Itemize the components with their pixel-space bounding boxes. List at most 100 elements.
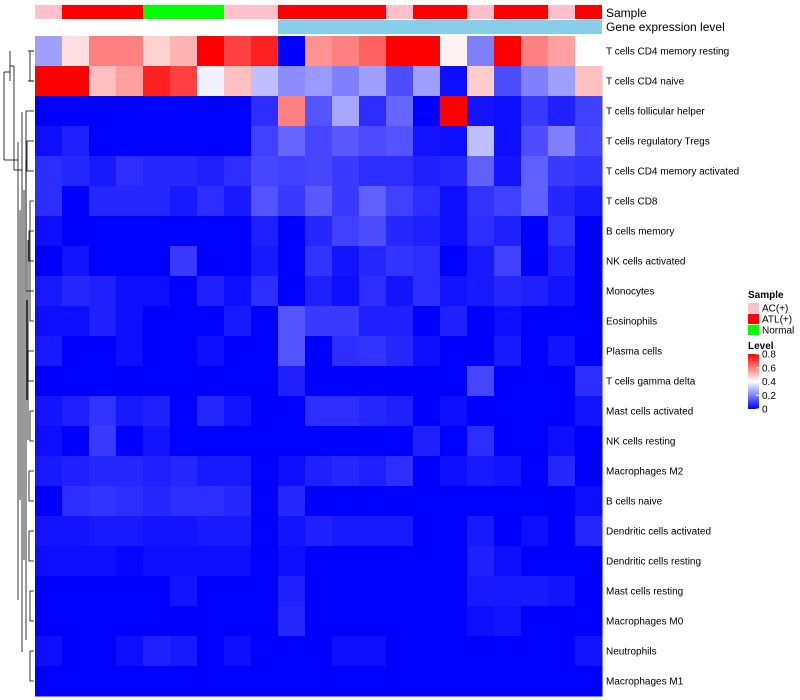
heatmap-cell	[197, 66, 225, 97]
heatmap-cell	[386, 606, 414, 637]
heatmap-cell	[251, 636, 279, 667]
heatmap-cell	[575, 126, 603, 157]
heatmap-cell	[359, 36, 387, 67]
row-label: T cells follicular helper	[606, 107, 705, 118]
heatmap-cell	[494, 426, 522, 457]
heatmap-cell	[251, 396, 279, 427]
heatmap-cell	[89, 216, 117, 247]
heatmap-cell	[89, 396, 117, 427]
heatmap-cell	[359, 576, 387, 607]
level-annotation-cell	[386, 20, 413, 34]
heatmap-cell	[548, 36, 576, 67]
heatmap-cell	[224, 306, 252, 337]
row-label: Macrophages M0	[606, 617, 684, 628]
sample-annotation-cell	[575, 5, 602, 19]
heatmap-cell	[197, 96, 225, 127]
heatmap-cell	[143, 126, 171, 157]
heatmap-cell	[35, 546, 63, 577]
heatmap-cell	[143, 96, 171, 127]
heatmap-cell	[278, 126, 306, 157]
heatmap-cell	[359, 666, 387, 697]
heatmap-cell	[170, 576, 198, 607]
heatmap-cell	[170, 546, 198, 577]
heatmap-cell	[143, 276, 171, 307]
heatmap-cell	[413, 666, 441, 697]
heatmap-cell	[278, 546, 306, 577]
heatmap-cell	[251, 606, 279, 637]
heatmap-cell	[359, 246, 387, 277]
heatmap-cell	[440, 66, 468, 97]
heatmap-cell	[575, 636, 603, 667]
heatmap-cell	[62, 486, 90, 517]
heatmap-cell	[575, 246, 603, 277]
heatmap-cell	[224, 36, 252, 67]
heatmap-cell	[440, 666, 468, 697]
heatmap-cell	[494, 516, 522, 547]
heatmap-cell	[413, 246, 441, 277]
row-label: B cells memory	[606, 227, 674, 238]
heatmap-cell	[386, 486, 414, 517]
heatmap-cell	[575, 186, 603, 217]
heatmap-cell	[143, 516, 171, 547]
heatmap-cell	[278, 96, 306, 127]
level-annotation-cell	[62, 20, 89, 34]
heatmap-cell	[548, 636, 576, 667]
heatmap-cell	[386, 36, 414, 67]
heatmap-cell	[224, 636, 252, 667]
heatmap-cell	[62, 276, 90, 307]
heatmap-cell	[197, 666, 225, 697]
heatmap-cell	[170, 36, 198, 67]
heatmap-cell	[494, 576, 522, 607]
heatmap-cell	[62, 186, 90, 217]
heatmap-cell	[386, 186, 414, 217]
dendrogram-branch	[28, 230, 34, 262]
heatmap-cell	[305, 246, 333, 277]
heatmap-cell	[494, 126, 522, 157]
heatmap-cell	[521, 666, 549, 697]
heatmap-cell	[521, 276, 549, 307]
heatmap-cell	[521, 156, 549, 187]
dendrogram-branch	[29, 50, 34, 82]
heatmap-cell	[413, 426, 441, 457]
heatmap-cell	[575, 156, 603, 187]
sample-legend-label: Normal	[762, 326, 794, 337]
heatmap-cell	[467, 666, 495, 697]
heatmap-cell	[62, 366, 90, 397]
heatmap-cell	[359, 216, 387, 247]
heatmap-cell	[386, 456, 414, 487]
heatmap-cell	[278, 636, 306, 667]
dendrogram-branch	[29, 650, 34, 682]
heatmap-cell	[62, 546, 90, 577]
heatmap-cell	[305, 96, 333, 127]
heatmap-cell	[575, 66, 603, 97]
row-label: T cells CD8	[606, 197, 658, 208]
heatmap-cell	[116, 246, 144, 277]
heatmap-cell	[278, 366, 306, 397]
heatmap-cell	[224, 456, 252, 487]
row-label: Plasma cells	[606, 347, 662, 358]
heatmap-cell	[278, 246, 306, 277]
heatmap-cell	[89, 666, 117, 697]
heatmap-cell	[521, 396, 549, 427]
heatmap-cell	[359, 546, 387, 577]
heatmap-cell	[116, 576, 144, 607]
heatmap-cell	[251, 246, 279, 277]
heatmap-cell	[170, 306, 198, 337]
heatmap-cell	[116, 366, 144, 397]
heatmap-cell	[197, 336, 225, 367]
heatmap-cell	[224, 276, 252, 307]
heatmap-cell	[143, 456, 171, 487]
heatmap-cell	[521, 246, 549, 277]
level-color-bar	[748, 354, 759, 409]
heatmap-cell	[332, 246, 360, 277]
row-label: Macrophages M2	[606, 467, 684, 478]
heatmap-cell	[197, 396, 225, 427]
heatmap-cell	[494, 336, 522, 367]
heatmap-cell	[575, 546, 603, 577]
heatmap-cell	[548, 426, 576, 457]
dendrogram-branch	[29, 590, 34, 622]
heatmap-cell	[89, 246, 117, 277]
heatmap-cell	[224, 366, 252, 397]
heatmap-cell	[548, 336, 576, 367]
heatmap-cell	[116, 156, 144, 187]
